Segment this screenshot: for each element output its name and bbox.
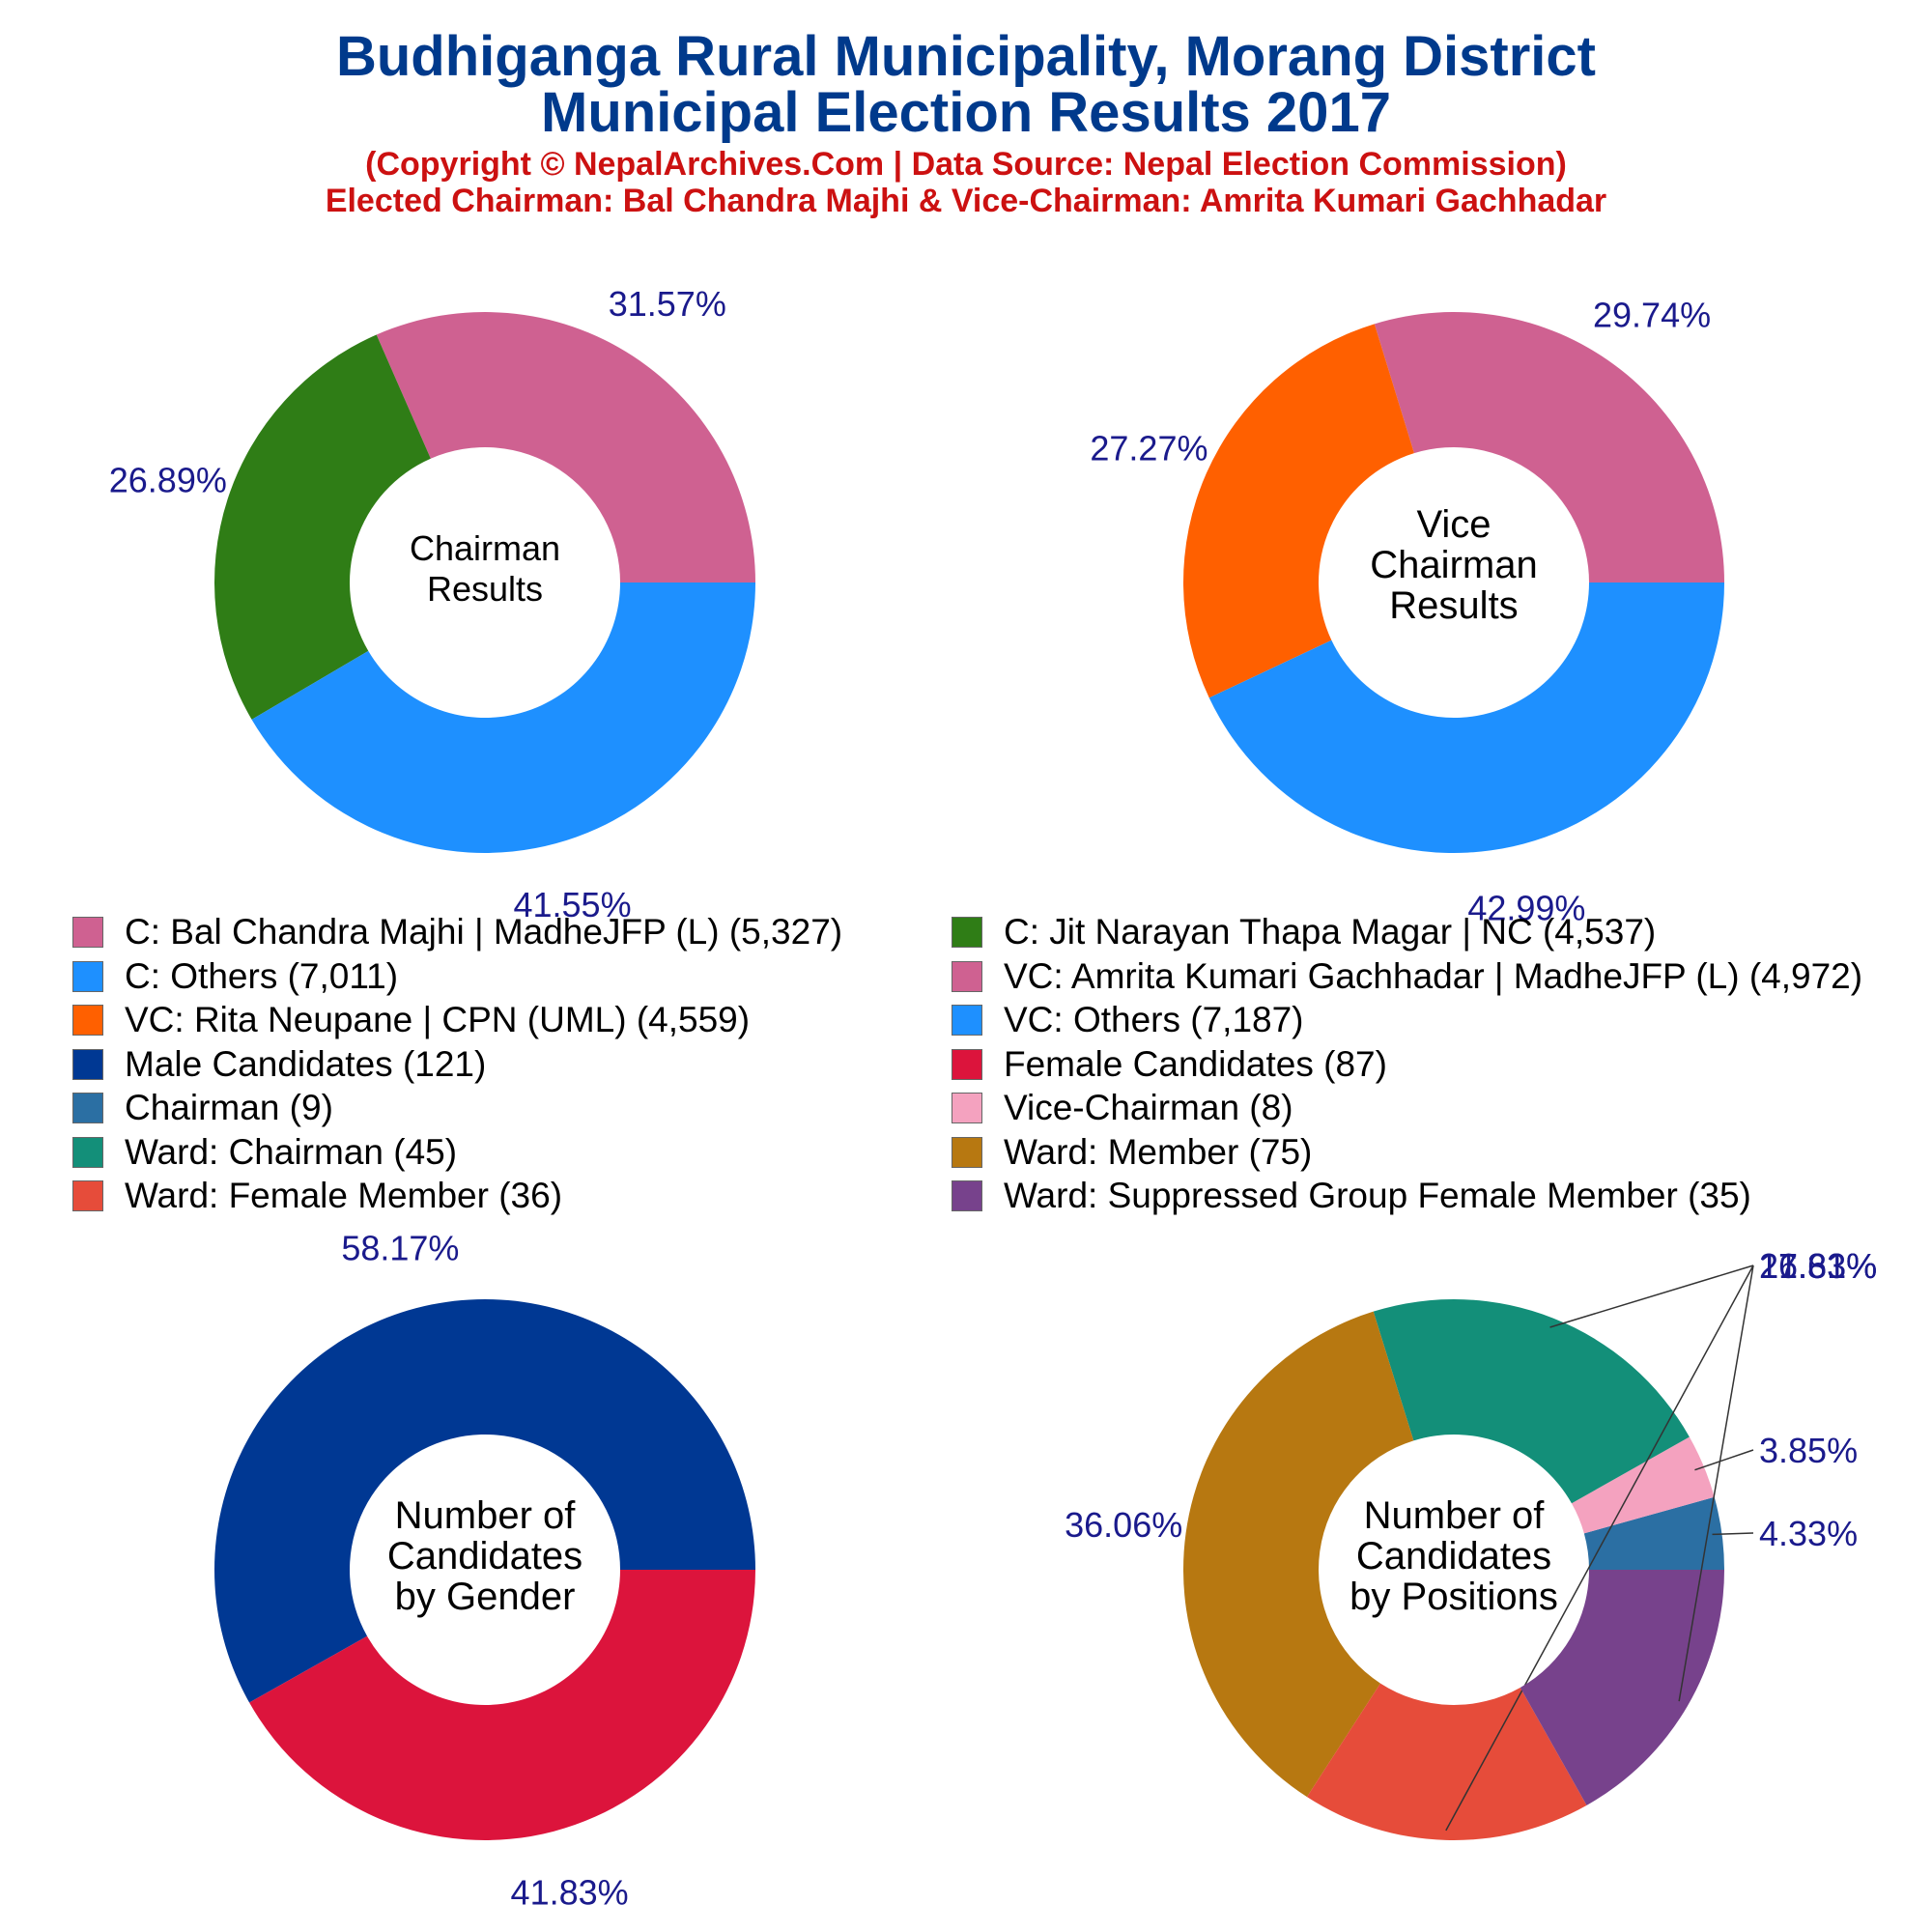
percent-label: 21.63% [1759,1246,1877,1286]
donut-slice [1520,1570,1724,1805]
legend-item: C: Jit Narayan Thapa Magar | NC (4,537) [952,912,1657,952]
percent-label: 31.57% [609,284,726,324]
elected-subtitle: Elected Chairman: Bal Chandra Majhi & Vi… [325,183,1607,219]
legend-item: Ward: Female Member (36) [72,1176,563,1215]
legend-item: C: Bal Chandra Majhi | MadheJFP (L) (5,3… [72,912,843,952]
legend-label: Female Candidates (87) [1004,1043,1387,1084]
percent-label: 17.31% [1759,1246,1877,1286]
label-leader-line [1445,1264,1754,1832]
percent-label: 16.83% [1759,1246,1877,1286]
legend-label: VC: Others (7,187) [1004,1000,1304,1039]
percent-label: 27.27% [1090,429,1208,469]
label-leader-line [1678,1264,1754,1702]
legend-item: C: Others (7,011) [72,955,399,996]
legend: C: Bal Chandra Majhi | MadheJFP (L) (5,3… [0,912,1932,1232]
chart-title-line-1: Budhiganga Rural Municipality, Morang Di… [335,25,1596,88]
percent-label: 36.06% [1065,1505,1182,1545]
donut-slice [1374,311,1724,582]
percent-label: 58.17% [341,1228,459,1267]
legend-label: Ward: Chairman (45) [125,1131,458,1172]
legend-label: Chairman (9) [125,1088,333,1127]
legend-label: VC: Amrita Kumari Gachhadar | MadheJFP (… [1004,955,1863,996]
center-label: Vice [1416,503,1491,546]
legend-swatch [72,960,103,992]
center-label: Number of [395,1494,577,1537]
percent-label: 4.33% [1759,1514,1858,1553]
donut-slice [1306,1683,1587,1840]
legend-label: C: Bal Chandra Majhi | MadheJFP (L) (5,3… [125,912,843,952]
chart-title-line-2: Municipal Election Results 2017 [541,81,1391,144]
legend-swatch [952,960,982,992]
legend-item: Ward: Member (75) [952,1131,1313,1172]
donut-slice [213,334,431,720]
donut-slice [251,582,756,853]
legend-label: Male Candidates (121) [125,1043,487,1084]
legend-label: Ward: Suppressed Group Female Member (35… [1004,1176,1751,1215]
legend-swatch [72,1136,103,1168]
legend-swatch [952,1005,982,1036]
center-label: Number of [1364,1494,1546,1537]
legend-swatch [72,917,103,948]
donut-slice [1182,1311,1414,1798]
center-label: Chairman [1370,544,1537,586]
legend-swatch [72,1048,103,1080]
legend-swatch [72,1180,103,1211]
label-leader-line [1549,1264,1754,1328]
percent-label: 41.55% [513,885,631,924]
legend-item: Female Candidates (87) [952,1043,1387,1084]
donut-slice [1583,1496,1724,1570]
percent-label: 29.74% [1593,296,1711,335]
donut-slice [249,1570,756,1840]
legend-item: VC: Rita Neupane | CPN (UML) (4,559) [72,1000,751,1039]
center-label: Candidates [387,1535,582,1577]
donut-slice [1183,324,1414,698]
legend-label: C: Jit Narayan Thapa Magar | NC (4,537) [1004,912,1657,952]
legend-item: Ward: Chairman (45) [72,1131,458,1172]
legend-swatch [952,1180,982,1211]
percent-label: 41.83% [511,1873,629,1913]
legend-item: Ward: Suppressed Group Female Member (35… [952,1176,1751,1215]
legend-label: Vice-Chairman (8) [1004,1088,1293,1127]
legend-item: VC: Others (7,187) [952,1000,1304,1039]
percent-label: 42.99% [1467,889,1585,928]
legend-swatch [952,1136,982,1168]
legend-label: Ward: Member (75) [1004,1131,1313,1172]
legend-label: C: Others (7,011) [125,955,399,996]
center-label: by Gender [395,1576,576,1618]
percent-label: 26.89% [109,461,227,500]
label-leader-line [1712,1532,1754,1536]
donut-slice [1571,1436,1715,1534]
legend-swatch [72,1005,103,1036]
legend-item: VC: Amrita Kumari Gachhadar | MadheJFP (… [952,955,1863,996]
donut-slice [376,312,755,582]
legend-label: Ward: Female Member (36) [125,1176,563,1215]
donut-slice [213,1299,755,1703]
center-label: Candidates [1356,1535,1551,1577]
legend-swatch [952,1048,982,1080]
legend-item: Chairman (9) [72,1088,333,1127]
donut-chart-4: 4.33% 3.85% 21.63% 36.06% 17.31%16.83% Number… [1065,1246,1877,1840]
label-leader-line [1694,1449,1754,1471]
legend-item: Vice-Chairman (8) [952,1088,1293,1127]
legend-item: Male Candidates (121) [72,1043,487,1084]
center-label: by Positions [1350,1576,1558,1618]
copyright-subtitle: (Copyright © NepalArchives.Com | Data So… [365,146,1567,183]
center-label: Results [427,569,543,609]
legend-swatch [72,1093,103,1123]
center-label: Results [1389,584,1518,627]
legend-swatch [952,917,982,948]
legend-swatch [952,1093,982,1123]
legend-label: VC: Rita Neupane | CPN (UML) (4,559) [125,1000,751,1039]
donut-slice [1208,582,1724,853]
percent-label: 3.85% [1759,1431,1858,1470]
center-label: Chairman [410,528,560,568]
donut-slice [1373,1298,1690,1504]
